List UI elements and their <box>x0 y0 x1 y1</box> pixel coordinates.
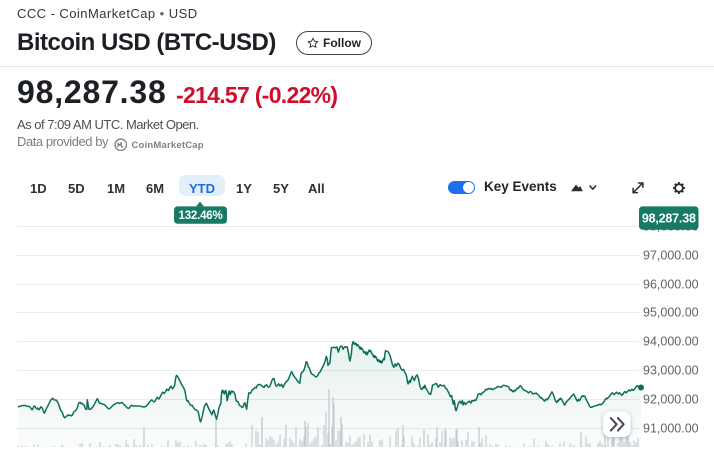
svg-text:98,287.38: 98,287.38 <box>642 212 696 226</box>
svg-text:94,000.00: 94,000.00 <box>643 335 699 349</box>
svg-text:97,000.00: 97,000.00 <box>643 249 699 263</box>
svg-text:93,000.00: 93,000.00 <box>643 364 699 378</box>
svg-text:92,000.00: 92,000.00 <box>643 393 699 407</box>
svg-text:96,000.00: 96,000.00 <box>643 278 699 292</box>
svg-text:91,000.00: 91,000.00 <box>643 422 699 436</box>
svg-text:95,000.00: 95,000.00 <box>643 306 699 320</box>
svg-text:132.46%: 132.46% <box>179 210 223 222</box>
